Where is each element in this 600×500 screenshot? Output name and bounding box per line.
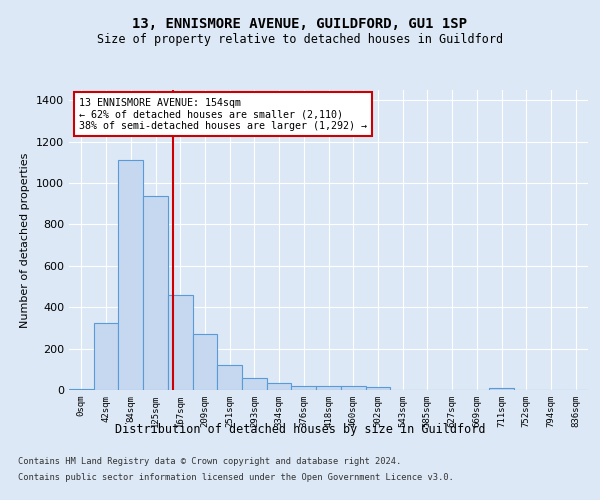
Bar: [143, 196, 168, 390]
Bar: [489, 388, 514, 390]
Bar: [267, 383, 292, 390]
Bar: [168, 295, 193, 390]
Text: 13 ENNISMORE AVENUE: 154sqm
← 62% of detached houses are smaller (2,110)
38% of : 13 ENNISMORE AVENUE: 154sqm ← 62% of det…: [79, 98, 367, 130]
Bar: [118, 160, 143, 390]
Y-axis label: Number of detached properties: Number of detached properties: [20, 152, 31, 328]
Bar: [69, 389, 94, 390]
Bar: [217, 365, 242, 390]
Bar: [341, 386, 365, 390]
Text: 13, ENNISMORE AVENUE, GUILDFORD, GU1 1SP: 13, ENNISMORE AVENUE, GUILDFORD, GU1 1SP: [133, 18, 467, 32]
Bar: [193, 334, 217, 390]
Bar: [242, 378, 267, 390]
Bar: [365, 387, 390, 390]
Text: Contains HM Land Registry data © Crown copyright and database right 2024.: Contains HM Land Registry data © Crown c…: [18, 458, 401, 466]
Text: Distribution of detached houses by size in Guildford: Distribution of detached houses by size …: [115, 422, 485, 436]
Bar: [292, 386, 316, 390]
Bar: [316, 386, 341, 390]
Text: Contains public sector information licensed under the Open Government Licence v3: Contains public sector information licen…: [18, 472, 454, 482]
Text: Size of property relative to detached houses in Guildford: Size of property relative to detached ho…: [97, 32, 503, 46]
Bar: [94, 323, 118, 390]
